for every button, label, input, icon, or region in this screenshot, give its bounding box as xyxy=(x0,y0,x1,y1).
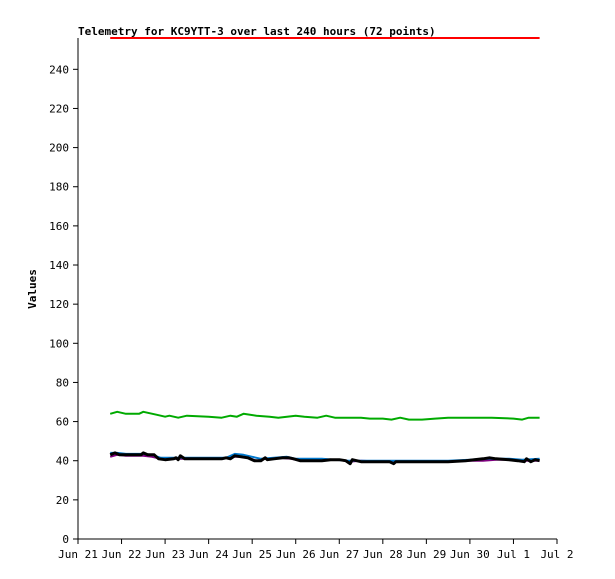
x-tick-label: Jun 26 xyxy=(276,548,316,561)
y-tick-label: 160 xyxy=(49,220,69,233)
y-tick-label: 40 xyxy=(56,455,69,468)
y-tick-label: 80 xyxy=(56,376,69,389)
y-tick-label: 0 xyxy=(62,533,69,546)
series-line-2 xyxy=(109,410,540,421)
series-layer xyxy=(109,37,540,466)
y-tick-label: 200 xyxy=(49,142,69,155)
y-axis-title: Values xyxy=(26,269,39,309)
x-axis: Jun 21 Jun 22 Jun 23 Jun 24 Jun 25 Jun 26 Jun … xyxy=(58,539,574,561)
x-tick-label: Jun 27 xyxy=(319,548,359,561)
x-tick-label: Jun 30 xyxy=(450,548,490,561)
x-tick-label: Jun 23 xyxy=(145,548,185,561)
x-tick-label: Jun 21 xyxy=(58,548,98,561)
x-tick-label: Jun 29 xyxy=(406,548,446,561)
chart-title: Telemetry for KC9YTT-3 over last 240 hou… xyxy=(78,25,436,38)
x-tick-label: Jun 22 xyxy=(102,548,142,561)
y-tick-label: 100 xyxy=(49,337,69,350)
y-tick-label: 140 xyxy=(49,259,69,272)
y-axis: 0 20 40 60 80 100 120 140 160 180 200 220 240 xyxy=(49,63,78,546)
y-tick-label: 220 xyxy=(49,102,69,115)
series-line-5 xyxy=(109,451,540,466)
y-tick-label: 180 xyxy=(49,181,69,194)
x-tick-label: Jul 2 xyxy=(540,548,573,561)
x-tick-label: Jun 28 xyxy=(363,548,403,561)
y-tick-label: 240 xyxy=(49,63,69,76)
y-tick-label: 60 xyxy=(56,416,69,429)
x-tick-label: Jun 25 xyxy=(232,548,272,561)
y-tick-label: 120 xyxy=(49,298,69,311)
y-tick-label: 20 xyxy=(56,494,69,507)
x-tick-label: Jun 24 xyxy=(189,548,229,561)
x-tick-label: Jul 1 xyxy=(497,548,530,561)
